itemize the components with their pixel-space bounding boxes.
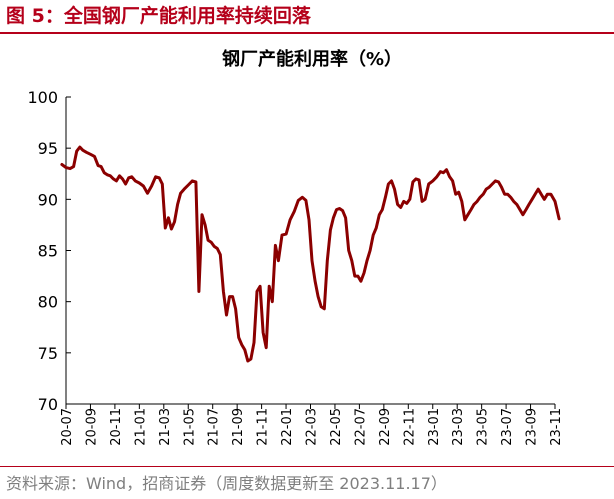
x-tick-label: 21-03 xyxy=(158,408,173,446)
x-tick-label: 23-09 xyxy=(525,408,540,446)
x-tick-label: 22-07 xyxy=(353,408,368,446)
chart-title: 钢厂产能利用率（%） xyxy=(222,48,402,70)
x-tick-label: 22-09 xyxy=(378,408,393,446)
x-tick-label: 21-07 xyxy=(207,408,222,446)
chart-axes: 70 75 80 85 90 95 100 20-07 20-09 20-11 21-01 21-03… xyxy=(27,88,564,446)
y-tick-label: 90 xyxy=(38,190,58,209)
y-tick-label: 70 xyxy=(38,395,58,414)
source-note: 资料来源：Wind，招商证券（周度数据更新至 2023.11.17） xyxy=(6,474,447,493)
x-tick-label: 21-01 xyxy=(133,408,148,446)
title-divider xyxy=(0,32,614,34)
y-tick-label: 75 xyxy=(38,344,58,363)
x-tick-label: 21-09 xyxy=(231,408,246,446)
x-tick-label: 22-05 xyxy=(329,408,344,446)
x-tick-label: 23-01 xyxy=(427,408,442,446)
x-tick-label: 23-05 xyxy=(476,408,491,446)
figure-title: 图 5：全国钢厂产能利用率持续回落 xyxy=(6,5,311,27)
source-divider xyxy=(0,466,614,467)
x-tick-label: 22-11 xyxy=(402,408,417,446)
y-tick-label: 80 xyxy=(38,293,58,312)
x-tick-label: 21-05 xyxy=(182,408,197,446)
series-line xyxy=(60,145,561,363)
x-tick-label: 22-03 xyxy=(305,408,320,446)
x-tick-label: 20-11 xyxy=(109,408,124,446)
line-chart: 钢厂产能利用率（%） 70 75 80 85 90 95 100 20-07 20-09 20-1… xyxy=(27,48,564,446)
plot-area xyxy=(60,145,561,363)
y-tick-label: 100 xyxy=(27,88,58,107)
x-tick-label: 20-09 xyxy=(84,408,99,446)
x-tick-label: 21-11 xyxy=(256,408,271,446)
y-tick-label: 95 xyxy=(38,139,58,158)
x-tick-label: 23-11 xyxy=(549,408,564,446)
y-tick-label: 85 xyxy=(38,242,58,261)
x-tick-label: 23-03 xyxy=(451,408,466,446)
x-tick-label: 22-01 xyxy=(280,408,295,446)
x-tick-label: 23-07 xyxy=(500,408,515,446)
x-tick-label: 20-07 xyxy=(60,408,75,446)
